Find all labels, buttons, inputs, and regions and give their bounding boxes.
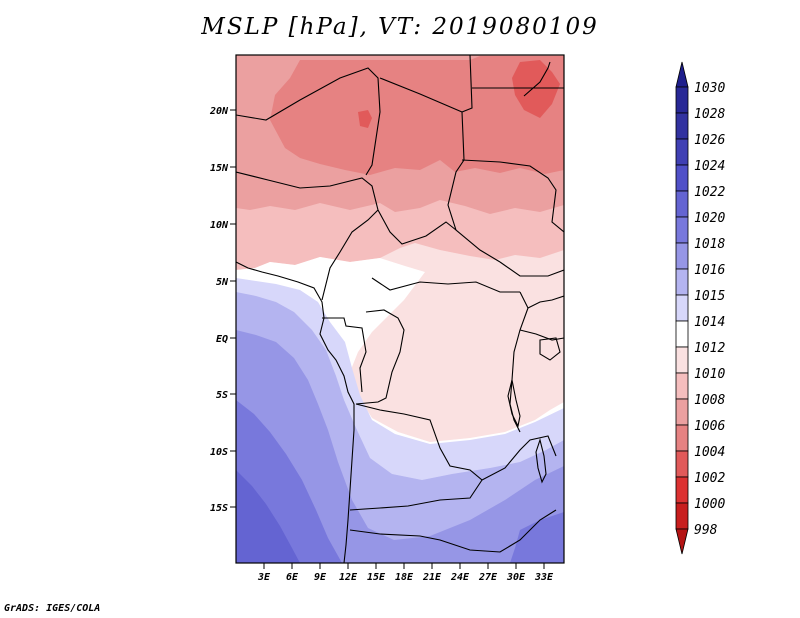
lon-label: 30E <box>506 572 526 583</box>
colorbar: 1030 1028 1026 1024 1022 1020 1018 1016 1015 1014… <box>675 61 725 555</box>
colorbar-label: 998 <box>694 523 718 538</box>
lat-label: 5N <box>216 277 229 288</box>
country-borders <box>236 55 564 563</box>
colorbar-segment <box>675 372 689 400</box>
latitude-axis <box>230 109 236 508</box>
colorbar-label: 1000 <box>694 497 725 512</box>
lake-malawi <box>535 438 547 484</box>
lon-label: 24E <box>450 572 470 583</box>
colorbar-label: 1004 <box>694 445 725 460</box>
lon-label: 3E <box>257 572 271 583</box>
lon-label: 18E <box>395 572 414 583</box>
lat-label: 10N <box>210 220 229 231</box>
border-drc <box>355 309 405 405</box>
band-1004-north <box>512 60 560 118</box>
colorbar-segment <box>675 190 689 218</box>
lat-label: 20N <box>209 106 229 117</box>
lat-label: 15S <box>210 503 228 514</box>
border-zambia <box>481 435 557 481</box>
colorbar-label: 1026 <box>694 133 725 148</box>
colorbar-segment <box>675 268 689 296</box>
colorbar-segment <box>675 346 689 374</box>
lon-label: 27E <box>478 572 498 583</box>
border-namibia <box>349 509 557 553</box>
colorbar-label: 1024 <box>694 159 725 174</box>
colorbar-label: 1028 <box>694 107 725 122</box>
map-title: MSLP [hPa], VT: 2019080109 <box>201 14 599 40</box>
colorbar-label: 1012 <box>694 341 725 356</box>
colorbar-top-arrow <box>675 61 689 88</box>
red-sea-coast <box>523 61 551 97</box>
colorbar-segment <box>675 294 689 322</box>
colorbar-label: 1030 <box>694 81 725 96</box>
lake-tanganyika <box>507 379 521 428</box>
lat-label: EQ <box>216 334 228 345</box>
lon-label: 6E <box>286 572 299 583</box>
border-libya-egypt <box>461 55 564 113</box>
colorbar-label: 1002 <box>694 471 725 486</box>
border-chad-car <box>377 209 457 245</box>
lake-victoria <box>539 337 561 361</box>
grads-credit: GrADS: IGES/COLA <box>4 603 101 614</box>
lat-label: 5S <box>216 390 228 401</box>
colorbar-segment <box>675 242 689 270</box>
colorbar-label: 1014 <box>694 315 725 330</box>
colorbar-segment <box>675 216 689 244</box>
colorbar-segment <box>675 86 689 114</box>
band-1004-core <box>358 110 372 128</box>
lat-label: 15N <box>210 163 229 174</box>
lon-label: 21E <box>422 572 442 583</box>
border-sudan <box>461 159 564 277</box>
border-nigeria-niger <box>236 171 379 211</box>
band-1006 <box>270 56 564 175</box>
plot-frame <box>235 54 565 564</box>
border-sahara-2 <box>379 77 501 263</box>
colorbar-label: 1016 <box>694 263 725 278</box>
colorbar-segment <box>675 138 689 166</box>
colorbar-label: 1010 <box>694 367 725 382</box>
border-car-south <box>371 277 520 293</box>
latitude-labels: 20N 15N 10N 5N EQ 5S 10S 15S <box>209 106 229 514</box>
lat-label: 10S <box>210 447 228 458</box>
colorbar-segment <box>675 398 689 426</box>
colorbar-label: 1022 <box>694 185 725 200</box>
longitude-axis <box>263 563 545 569</box>
band-1022 <box>236 470 300 563</box>
lon-label: 9E <box>314 572 327 583</box>
colorbar-bottom-arrow <box>675 528 689 555</box>
colorbar-label: 1020 <box>694 211 725 226</box>
lon-label: 12E <box>339 572 358 583</box>
border-sahara-1 <box>236 67 381 176</box>
colorbar-segment <box>675 164 689 192</box>
colorbar-segment <box>675 320 689 348</box>
lon-label: 33E <box>534 572 554 583</box>
border-angola-south <box>349 403 483 511</box>
colorbar-segment <box>675 424 689 452</box>
colorbar-label: 1008 <box>694 393 725 408</box>
colorbar-segment <box>675 450 689 478</box>
pressure-field <box>236 55 564 563</box>
coastline-west <box>236 261 355 563</box>
lon-label: 15E <box>367 572 386 583</box>
colorbar-segment <box>675 112 689 140</box>
border-nigeria-cameroon <box>321 209 379 301</box>
longitude-labels: 3E 6E 9E 12E 15E 18E 21E 24E 27E 30E 33E <box>257 572 554 583</box>
band-1020-east <box>510 512 564 563</box>
colorbar-label: 1006 <box>694 419 725 434</box>
colorbar-label: 1018 <box>694 237 725 252</box>
colorbar-segment <box>675 502 689 530</box>
border-east-africa <box>519 295 564 341</box>
border-gabon-congo <box>322 317 367 393</box>
colorbar-segment <box>675 476 689 504</box>
colorbar-label: 1015 <box>694 289 725 304</box>
band-1018 <box>236 330 564 563</box>
